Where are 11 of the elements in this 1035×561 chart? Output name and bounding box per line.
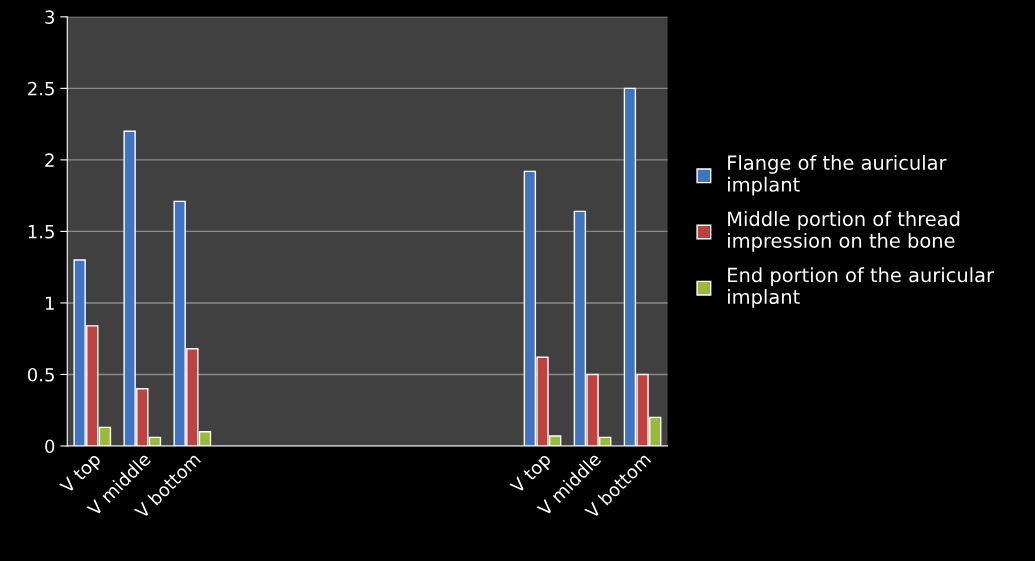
y-tick-label: 3 bbox=[45, 10, 55, 24]
y-tick-label: 1 bbox=[45, 296, 54, 310]
y-tick-label: 2.5 bbox=[28, 81, 54, 96]
y-tick-label: 0.5 bbox=[27, 367, 54, 382]
x-tick-label: V top bbox=[59, 451, 104, 497]
legend-label: End portion of the auricular implant bbox=[728, 267, 995, 308]
y-tick-label: 0 bbox=[45, 439, 55, 454]
legend-label: Middle portion of thread impression on the bone bbox=[728, 211, 960, 252]
legend-label: Flange of the auricular implant bbox=[728, 154, 947, 196]
y-tick-label: 2 bbox=[45, 153, 54, 167]
y-tick-label: 1.5 bbox=[28, 225, 54, 239]
